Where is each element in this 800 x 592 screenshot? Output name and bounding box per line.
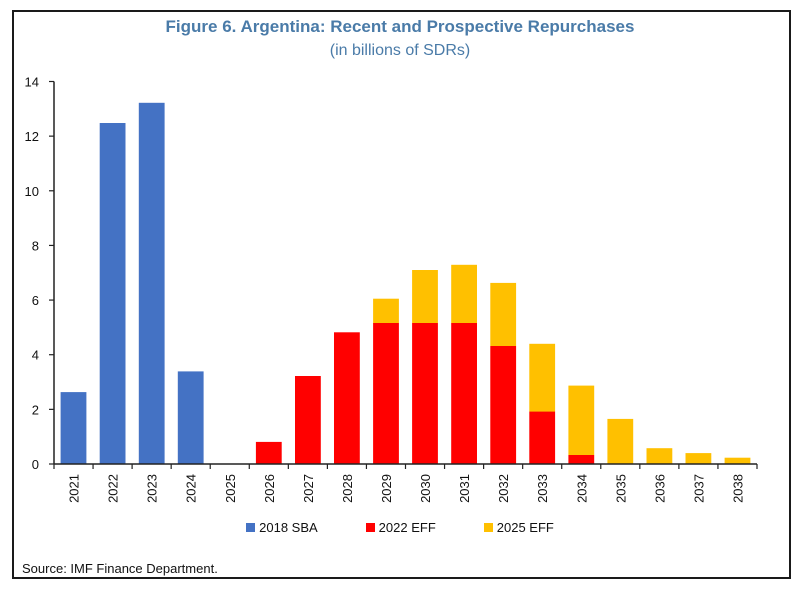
x-tick-label: 2031 [457, 474, 472, 503]
legend-item-2018-sba: 2018 SBA [246, 520, 318, 535]
bar-2022-eff-2032 [490, 346, 517, 464]
x-tick-label: 2028 [340, 474, 355, 503]
bar-2025-eff-2030 [412, 270, 438, 323]
x-tick-label: 2022 [106, 474, 121, 503]
bar-2025-eff-2034 [568, 385, 595, 455]
bars-group [60, 102, 751, 465]
legend-label: 2018 SBA [259, 520, 318, 535]
y-tick-label: 12 [25, 129, 39, 144]
legend-label: 2022 EFF [378, 520, 436, 535]
bar-2022-eff-2026 [255, 441, 282, 464]
x-tick-label: 2032 [496, 474, 511, 503]
x-tick-label: 2024 [184, 474, 199, 503]
bar-2025-eff-2032 [490, 282, 517, 346]
bar-2022-eff-2028 [334, 332, 360, 464]
x-tick-label: 2038 [731, 474, 746, 503]
y-tick-label: 10 [25, 184, 39, 199]
bar-2025-eff-2029 [373, 298, 399, 323]
bar-2018-sba-2021 [60, 392, 87, 464]
y-tick-label: 6 [32, 293, 39, 308]
x-tick-label: 2026 [262, 474, 277, 503]
x-tick-label: 2034 [574, 474, 589, 503]
bar-2022-eff-2027 [295, 376, 321, 464]
x-tick-label: 2025 [223, 474, 238, 503]
bar-2025-eff-2038 [724, 457, 751, 464]
y-tick-label: 0 [32, 457, 39, 472]
bar-2022-eff-2031 [451, 323, 477, 464]
legend-swatch-2025-eff [483, 523, 493, 532]
y-tick-label: 8 [32, 238, 39, 253]
axes-group: 0 2 4 6 8 10 12 14 2021 2022 2023 2024 2025 2026 2027 2… [25, 75, 758, 503]
legend-swatch-2018-sba [246, 523, 256, 532]
x-tick-label: 2037 [691, 474, 706, 503]
source-note: Source: IMF Finance Department. [22, 561, 218, 576]
legend-item-2022-eff: 2022 EFF [365, 520, 436, 535]
x-tick-label: 2029 [379, 474, 394, 503]
legend-label: 2025 EFF [496, 520, 554, 535]
bar-2018-sba-2023 [138, 102, 165, 465]
chart-title: Figure 6. Argentina: Recent and Prospect… [165, 17, 635, 36]
bar-2022-eff-2033 [529, 411, 556, 464]
bar-2025-eff-2035 [607, 418, 634, 464]
y-tick-label: 4 [32, 348, 39, 363]
y-tick-label: 14 [25, 75, 39, 90]
x-tick-label: 2027 [301, 474, 316, 503]
x-tick-label: 2033 [535, 474, 550, 503]
bar-2025-eff-2037 [685, 453, 712, 464]
x-tick-label: 2030 [418, 474, 433, 503]
bar-2025-eff-2031 [451, 264, 477, 323]
bar-2022-eff-2034 [568, 455, 595, 464]
chart-subtitle: (in billions of SDRs) [329, 42, 471, 59]
legend-swatch-2022-eff [365, 523, 375, 532]
x-tick-label: 2036 [652, 474, 667, 503]
x-tick-label: 2021 [67, 474, 82, 503]
bar-2022-eff-2030 [412, 323, 438, 464]
legend: 2018 SBA 2022 EFF 2025 EFF [0, 520, 800, 535]
chart-frame [12, 10, 791, 579]
y-tick-label: 2 [32, 402, 39, 417]
bar-2018-sba-2022 [99, 123, 126, 464]
x-tick-label: 2035 [613, 474, 628, 503]
bar-2025-eff-2033 [529, 343, 556, 412]
bar-2025-eff-2036 [646, 448, 673, 464]
bar-2018-sba-2024 [177, 371, 204, 464]
x-tick-label: 2023 [145, 474, 160, 503]
bar-2022-eff-2029 [373, 323, 399, 464]
legend-item-2025-eff: 2025 EFF [483, 520, 554, 535]
